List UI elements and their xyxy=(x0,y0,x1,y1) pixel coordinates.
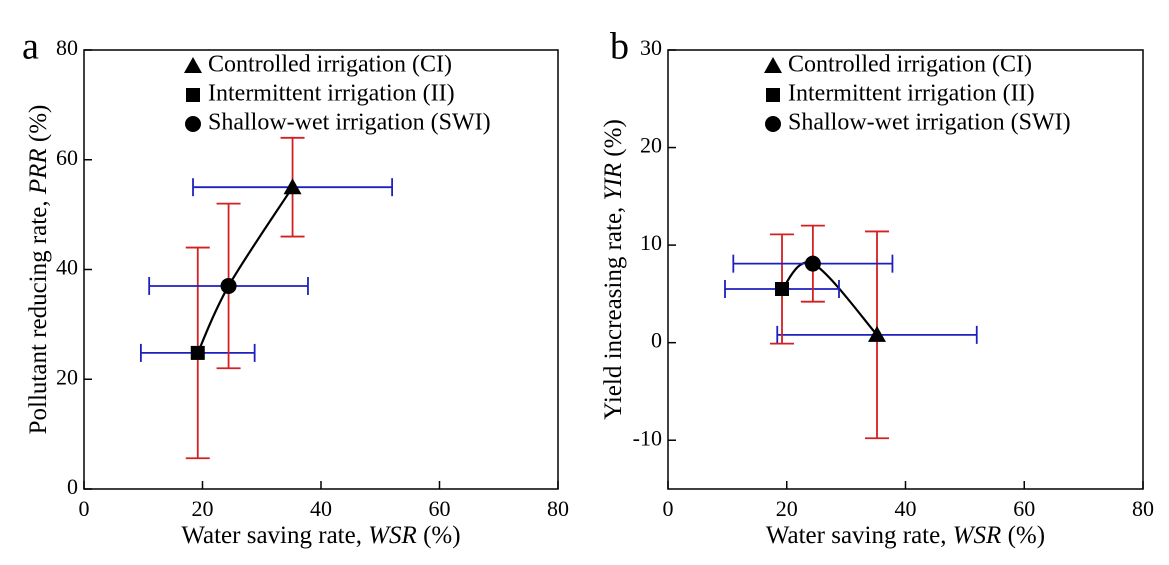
y-label-italic: YIR xyxy=(600,163,627,201)
y-axis-label: Yield increasing rate, YIR (%) xyxy=(600,119,627,420)
y-tick-label: 10 xyxy=(640,230,662,255)
marker-triangle xyxy=(283,178,302,195)
x-label-unit: (%) xyxy=(1001,522,1045,549)
marker-circle xyxy=(185,116,201,132)
y-label-text: Pollutant reducing rate, xyxy=(25,194,52,434)
y-axis-label: Pollutant reducing rate, PRR (%) xyxy=(25,105,52,435)
x-tick-label: 60 xyxy=(429,496,451,521)
legend-label: Intermittent irrigation (II) xyxy=(208,81,455,107)
x-label-italic: WSR xyxy=(368,522,417,549)
x-tick-label: 60 xyxy=(1013,496,1035,521)
marker-circle xyxy=(765,116,781,132)
marker-triangle xyxy=(184,57,202,73)
legend-label: Controlled irrigation (CI) xyxy=(788,52,1032,78)
panel-letter: b xyxy=(610,26,629,68)
marker-circle xyxy=(220,277,237,294)
marker-square xyxy=(775,282,789,297)
y-tick-label: 0 xyxy=(67,474,78,499)
y-label-unit: (%) xyxy=(25,105,52,149)
x-tick-label: 0 xyxy=(663,496,674,521)
y-label-text: Yield increasing rate, xyxy=(600,200,627,419)
legend-label: Shallow-wet irrigation (SWI) xyxy=(788,110,1071,136)
y-label-italic: PRR xyxy=(25,148,52,195)
y-tick-label: 30 xyxy=(640,35,662,60)
marker-square xyxy=(766,88,780,102)
y-tick-label: 20 xyxy=(56,364,78,389)
y-tick-label: 60 xyxy=(56,145,78,170)
x-tick-label: 80 xyxy=(547,496,569,521)
x-label-text: Water saving rate, xyxy=(766,522,953,549)
marker-triangle xyxy=(764,57,782,73)
y-tick-label: 80 xyxy=(56,35,78,60)
legend-label: Shallow-wet irrigation (SWI) xyxy=(208,110,491,136)
x-label-unit: (%) xyxy=(417,522,461,549)
x-tick-label: 80 xyxy=(1132,496,1154,521)
x-axis-label: Water saving rate, WSR (%) xyxy=(181,522,460,549)
y-label-unit: (%) xyxy=(600,119,627,163)
legend-label: Controlled irrigation (CI) xyxy=(208,52,452,78)
x-tick-label: 20 xyxy=(776,496,798,521)
y-tick-label: 40 xyxy=(56,255,78,280)
y-tick-label: 0 xyxy=(651,328,662,353)
marker-triangle xyxy=(868,325,886,342)
x-tick-label: 0 xyxy=(79,496,90,521)
y-tick-label: -10 xyxy=(633,425,662,450)
fit-curve xyxy=(781,261,878,336)
legend-label: Intermittent irrigation (II) xyxy=(788,81,1035,107)
marker-square xyxy=(190,345,205,360)
fit-curve xyxy=(196,186,294,354)
y-tick-label: 20 xyxy=(640,133,662,158)
x-tick-label: 40 xyxy=(895,496,917,521)
marker-circle xyxy=(804,255,821,272)
panel-letter: a xyxy=(22,26,39,68)
x-tick-label: 20 xyxy=(192,496,214,521)
x-tick-label: 40 xyxy=(310,496,332,521)
marker-square xyxy=(186,88,200,102)
x-axis-label: Water saving rate, WSR (%) xyxy=(766,522,1045,549)
x-label-italic: WSR xyxy=(953,522,1002,549)
x-label-text: Water saving rate, xyxy=(181,522,368,549)
